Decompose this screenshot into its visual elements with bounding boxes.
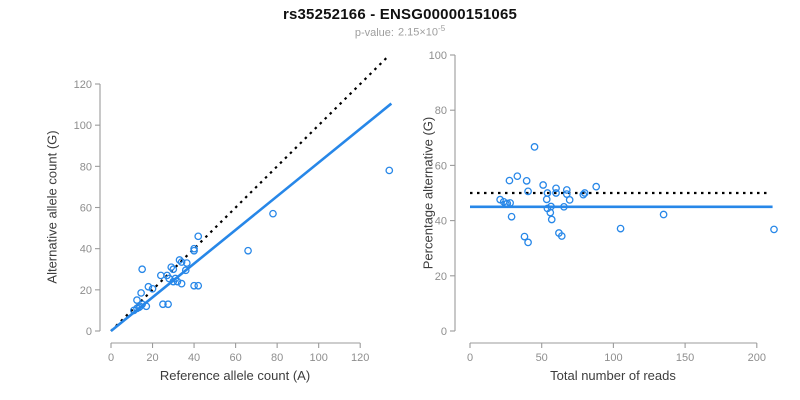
x-tick-label: 0 [108, 352, 114, 364]
data-point [770, 225, 778, 234]
data-point [182, 259, 191, 267]
data-point [190, 281, 198, 290]
data-point [148, 284, 157, 293]
data-point [513, 172, 522, 181]
allele-counts-plot: 0 20 40 60 80 100 120 0 20 40 60 80 100 120 [74, 56, 394, 364]
regression-line [110, 102, 393, 333]
y-tick-label: 60 [435, 160, 447, 172]
data-point [539, 181, 547, 189]
data-point [169, 265, 178, 274]
pvalue-mantissa: 2.15×10 [397, 26, 439, 39]
data-point [156, 271, 165, 280]
data-point [542, 195, 551, 204]
data-point [190, 244, 198, 253]
data-point [177, 279, 186, 288]
identity-line [110, 56, 388, 332]
data-point [552, 189, 560, 197]
y-tick-label: 60 [80, 203, 92, 215]
data-point [138, 300, 147, 309]
data-point [144, 282, 153, 291]
data-point [524, 238, 532, 247]
data-point [579, 190, 588, 199]
data-point [557, 232, 566, 240]
data-point [522, 177, 531, 185]
data-point [167, 263, 176, 272]
data-point [164, 300, 172, 309]
data-point [142, 302, 151, 311]
data-point [177, 258, 186, 266]
data-point [552, 184, 560, 193]
data-point [138, 265, 147, 274]
data-point [562, 186, 571, 194]
figure-title: rs35252166 - ENSG00000151065 [282, 6, 518, 23]
y-tick-label: 0 [86, 326, 92, 338]
y-tick-label: 100 [74, 120, 92, 132]
data-point [503, 199, 512, 208]
pvalue-exponent: -5 [438, 24, 446, 33]
y-tick-label: 0 [441, 326, 447, 338]
data-point [507, 212, 516, 221]
data-point [244, 246, 252, 255]
right-y-axis-label: Percentage alternative (G) [420, 116, 436, 270]
data-point [194, 281, 203, 290]
x-tick-label: 120 [351, 352, 369, 364]
figure-subtitle: p-value: 2.15×10-5 [0, 24, 800, 39]
data-point [505, 176, 514, 185]
data-point [159, 300, 167, 309]
x-tick-label: 150 [676, 352, 694, 364]
y-tick-label: 20 [80, 285, 92, 297]
data-point [524, 187, 532, 196]
data-point [565, 196, 574, 204]
data-point [173, 277, 182, 286]
data-point [562, 190, 571, 198]
percentage-vs-coverage-plot: 0 20 40 60 80 100 0 50 100 150 200 [429, 50, 778, 364]
y-tick-label: 80 [80, 161, 92, 173]
data-point [546, 208, 555, 217]
data-point [385, 166, 394, 175]
y-tick-label: 100 [429, 50, 447, 62]
y-tick-label: 40 [435, 216, 447, 228]
data-point [194, 232, 203, 241]
left-y-axis-label: Alternative allele count (G) [44, 130, 60, 284]
data-point [616, 224, 625, 233]
x-tick-label: 200 [748, 352, 766, 364]
data-point [580, 189, 589, 197]
x-tick-label: 100 [309, 352, 327, 364]
y-tick-label: 80 [435, 105, 447, 117]
data-point [530, 143, 539, 151]
data-point [175, 256, 184, 264]
pvalue-label: p-value: [354, 26, 394, 39]
x-tick-label: 40 [188, 352, 200, 364]
data-point [520, 232, 529, 241]
x-tick-label: 80 [271, 352, 283, 364]
data-point [592, 182, 601, 191]
x-tick-label: 0 [467, 352, 473, 364]
x-tick-label: 50 [536, 352, 548, 364]
x-tick-label: 100 [604, 352, 622, 364]
data-point [506, 199, 515, 207]
y-tick-label: 120 [74, 79, 92, 91]
left-x-axis-label: Reference allele count (A) [159, 368, 311, 383]
data-point [560, 202, 568, 211]
y-tick-label: 40 [80, 244, 92, 256]
data-point [137, 289, 145, 297]
data-point [269, 209, 277, 218]
data-point [659, 210, 668, 219]
data-point [547, 215, 556, 224]
x-tick-label: 20 [146, 352, 158, 364]
data-point [133, 296, 141, 304]
right-x-axis-label: Total number of reads [550, 368, 676, 383]
data-point [181, 266, 190, 275]
x-tick-label: 60 [229, 352, 241, 364]
y-tick-label: 20 [435, 271, 447, 283]
